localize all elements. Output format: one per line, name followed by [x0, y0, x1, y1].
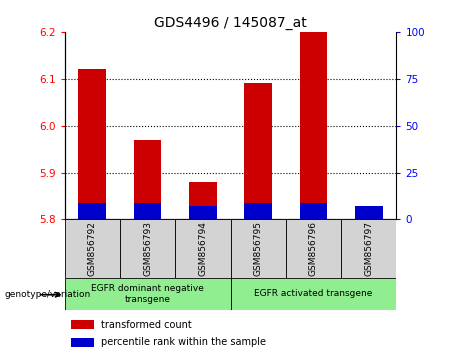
Text: GSM856793: GSM856793 — [143, 221, 152, 276]
Bar — [244, 84, 272, 219]
Text: GSM856794: GSM856794 — [198, 221, 207, 276]
Bar — [300, 203, 327, 219]
Bar — [65, 219, 120, 278]
Bar — [175, 219, 230, 278]
Text: transformed count: transformed count — [101, 320, 192, 330]
Text: EGFR activated transgene: EGFR activated transgene — [254, 289, 372, 298]
Text: GSM856797: GSM856797 — [364, 221, 373, 276]
Bar — [189, 206, 217, 219]
Bar — [134, 203, 161, 219]
Bar — [120, 219, 175, 278]
Text: genotype/variation: genotype/variation — [5, 290, 91, 299]
Text: EGFR dominant negative
transgene: EGFR dominant negative transgene — [91, 284, 204, 303]
Bar — [300, 32, 327, 219]
Text: GSM856792: GSM856792 — [88, 221, 97, 276]
Text: GSM856796: GSM856796 — [309, 221, 318, 276]
Bar — [230, 219, 286, 278]
Text: GSM856795: GSM856795 — [254, 221, 263, 276]
Bar — [71, 338, 95, 347]
Bar — [286, 219, 341, 278]
Bar — [78, 203, 106, 219]
Bar — [341, 219, 396, 278]
Bar — [71, 320, 95, 329]
Bar — [355, 206, 383, 219]
Bar — [189, 182, 217, 219]
Bar — [244, 203, 272, 219]
Bar — [65, 278, 230, 310]
Bar — [355, 210, 383, 219]
Bar — [134, 140, 161, 219]
Text: percentile rank within the sample: percentile rank within the sample — [101, 337, 266, 348]
Text: GDS4496 / 145087_at: GDS4496 / 145087_at — [154, 16, 307, 30]
Bar — [78, 69, 106, 219]
Bar — [230, 278, 396, 310]
